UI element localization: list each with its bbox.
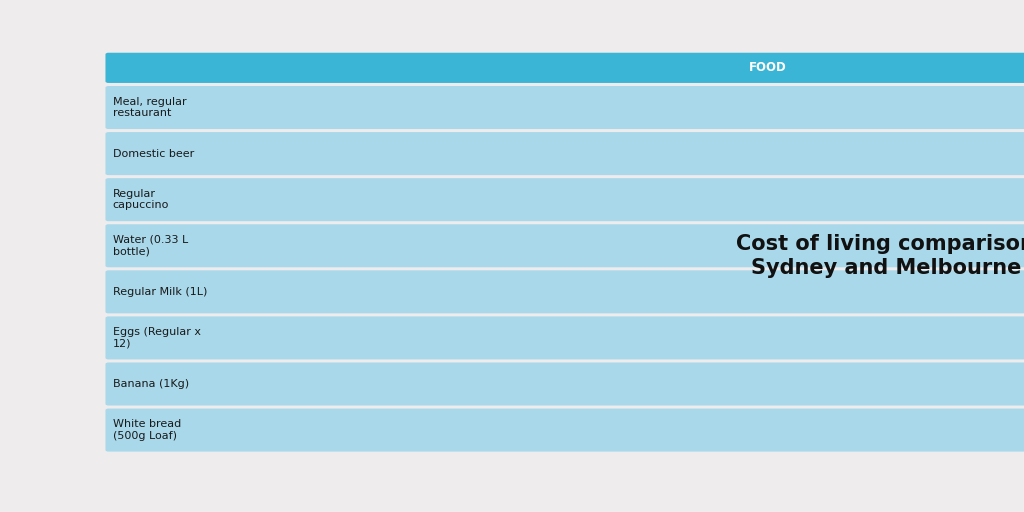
FancyBboxPatch shape: [105, 86, 1024, 129]
Text: Banana (1Kg): Banana (1Kg): [113, 379, 188, 389]
Text: FOOD: FOOD: [750, 61, 786, 74]
Text: Domestic beer: Domestic beer: [113, 148, 194, 159]
FancyBboxPatch shape: [105, 362, 1024, 406]
FancyBboxPatch shape: [105, 132, 1024, 175]
Text: Eggs (Regular x
12): Eggs (Regular x 12): [113, 327, 201, 349]
Text: White bread
(500g Loaf): White bread (500g Loaf): [113, 419, 181, 441]
Text: Cost of living comparison
Sydney and Melbourne: Cost of living comparison Sydney and Mel…: [736, 234, 1024, 278]
FancyBboxPatch shape: [105, 409, 1024, 452]
Text: Meal, regular
restaurant: Meal, regular restaurant: [113, 97, 186, 118]
FancyBboxPatch shape: [105, 316, 1024, 359]
Text: Regular
capuccino: Regular capuccino: [113, 189, 169, 210]
Text: Water (0.33 L
bottle): Water (0.33 L bottle): [113, 235, 187, 257]
FancyBboxPatch shape: [105, 224, 1024, 267]
FancyBboxPatch shape: [105, 53, 1024, 83]
Text: Regular Milk (1L): Regular Milk (1L): [113, 287, 207, 297]
FancyBboxPatch shape: [105, 178, 1024, 221]
FancyBboxPatch shape: [105, 270, 1024, 313]
